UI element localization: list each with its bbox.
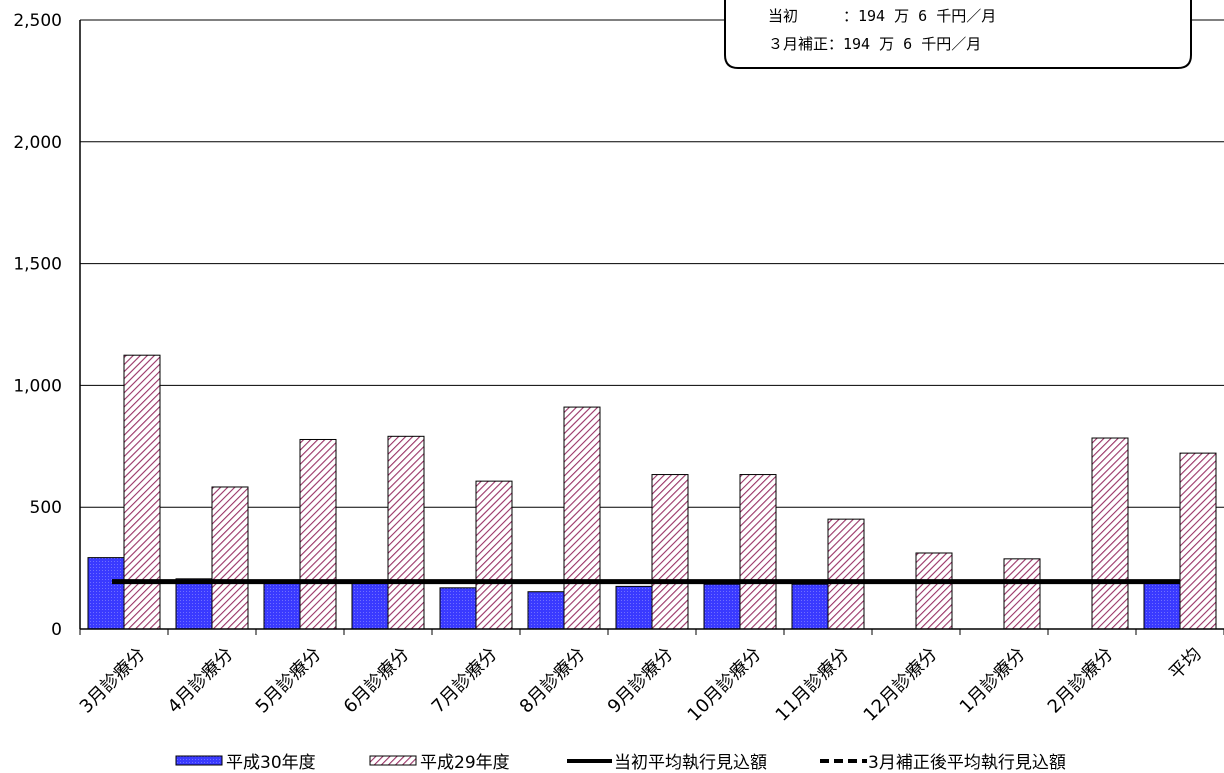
x-category-label: 6月診療分 (340, 644, 414, 718)
x-category-label: 10月診療分 (684, 644, 766, 726)
bar-series-1-8 (791, 583, 829, 630)
legend-label-ref-2: 3月補正後平均執行見込額 (868, 753, 1066, 773)
x-category-label: 12月診療分 (860, 644, 942, 726)
x-axis-categories: 3月診療分 4月診療分 5月診療分 6月診療分 7月診療分 8月診療分 9月診療分 10月診療… (76, 644, 1206, 726)
y-tick-label: 0 (51, 620, 62, 640)
bar-series-2-1 (211, 486, 249, 630)
bar-series-1-2 (263, 581, 301, 630)
x-category-label: 7月診療分 (428, 644, 502, 718)
y-tick-label: 500 (30, 498, 62, 518)
x-category-label: 1月診療分 (956, 644, 1030, 718)
bar-series-1-4 (439, 587, 477, 630)
x-category-label: 9月診療分 (604, 644, 678, 718)
legend-item-series-2: 平成29年度 (369, 753, 510, 773)
bar-series-2-10 (1003, 558, 1041, 630)
legend-item-ref-1: 当初平均執行見込額 (567, 753, 767, 773)
y-tick-label: 2,500 (13, 11, 62, 31)
bars (87, 354, 1217, 630)
legend-label-series-1: 平成30年度 (226, 753, 316, 773)
y-tick-label: 1,000 (13, 376, 62, 396)
note-line-2: ３月補正：194 万 6 千円／月 (768, 35, 981, 53)
bar-series-2-3 (387, 435, 425, 630)
x-category-label: 8月診療分 (516, 644, 590, 718)
x-category-label: 3月診療分 (76, 644, 150, 718)
note-line-1: 当初 ：194 万 6 千円／月 (768, 7, 996, 25)
x-category-label: 11月診療分 (772, 644, 854, 726)
x-category-label: 平均 (1165, 644, 1205, 684)
legend-swatch-series-1 (175, 755, 223, 766)
bar-series-2-0 (123, 354, 161, 630)
note-box: 当初 ：194 万 6 千円／月 ３月補正：194 万 6 千円／月 (724, 0, 1192, 69)
bar-series-2-5 (563, 406, 601, 630)
bar-series-1-12 (1143, 581, 1181, 630)
y-tick-label: 2,000 (13, 133, 62, 153)
bar-series-1-3 (351, 581, 389, 630)
legend-item-ref-2: 3月補正後平均執行見込額 (820, 753, 1066, 773)
y-tick-label: 1,500 (13, 255, 62, 275)
x-category-label: 5月診療分 (252, 644, 326, 718)
legend: 平成30年度 平成29年度 当初平均執行見込額 3月補正後平均執行見込額 (175, 753, 1066, 773)
legend-swatch-series-2 (369, 755, 417, 766)
bar-series-2-4 (475, 480, 513, 630)
legend-label-ref-1: 当初平均執行見込額 (614, 753, 767, 773)
bar-series-2-2 (299, 438, 337, 630)
bar-series-2-9 (915, 552, 953, 630)
bar-series-1-7 (703, 583, 741, 630)
legend-item-series-1: 平成30年度 (175, 753, 316, 773)
legend-label-series-2: 平成29年度 (420, 753, 510, 773)
axes (79, 20, 1224, 635)
bar-series-1-1 (175, 578, 213, 630)
gridlines (80, 19, 1224, 508)
y-axis-ticks: 0 500 1,000 1,500 2,000 2,500 (13, 11, 62, 640)
bar-series-2-12 (1179, 452, 1217, 630)
x-category-label: 4月診療分 (164, 644, 238, 718)
bar-series-2-7 (739, 474, 777, 630)
bar-series-2-8 (827, 518, 865, 630)
x-category-label: 2月診療分 (1044, 644, 1118, 718)
bar-series-2-11 (1091, 437, 1129, 630)
bar-series-1-0 (87, 557, 125, 630)
bar-series-1-5 (527, 591, 565, 630)
bar-series-2-6 (651, 474, 689, 630)
bar-series-1-6 (615, 585, 653, 630)
